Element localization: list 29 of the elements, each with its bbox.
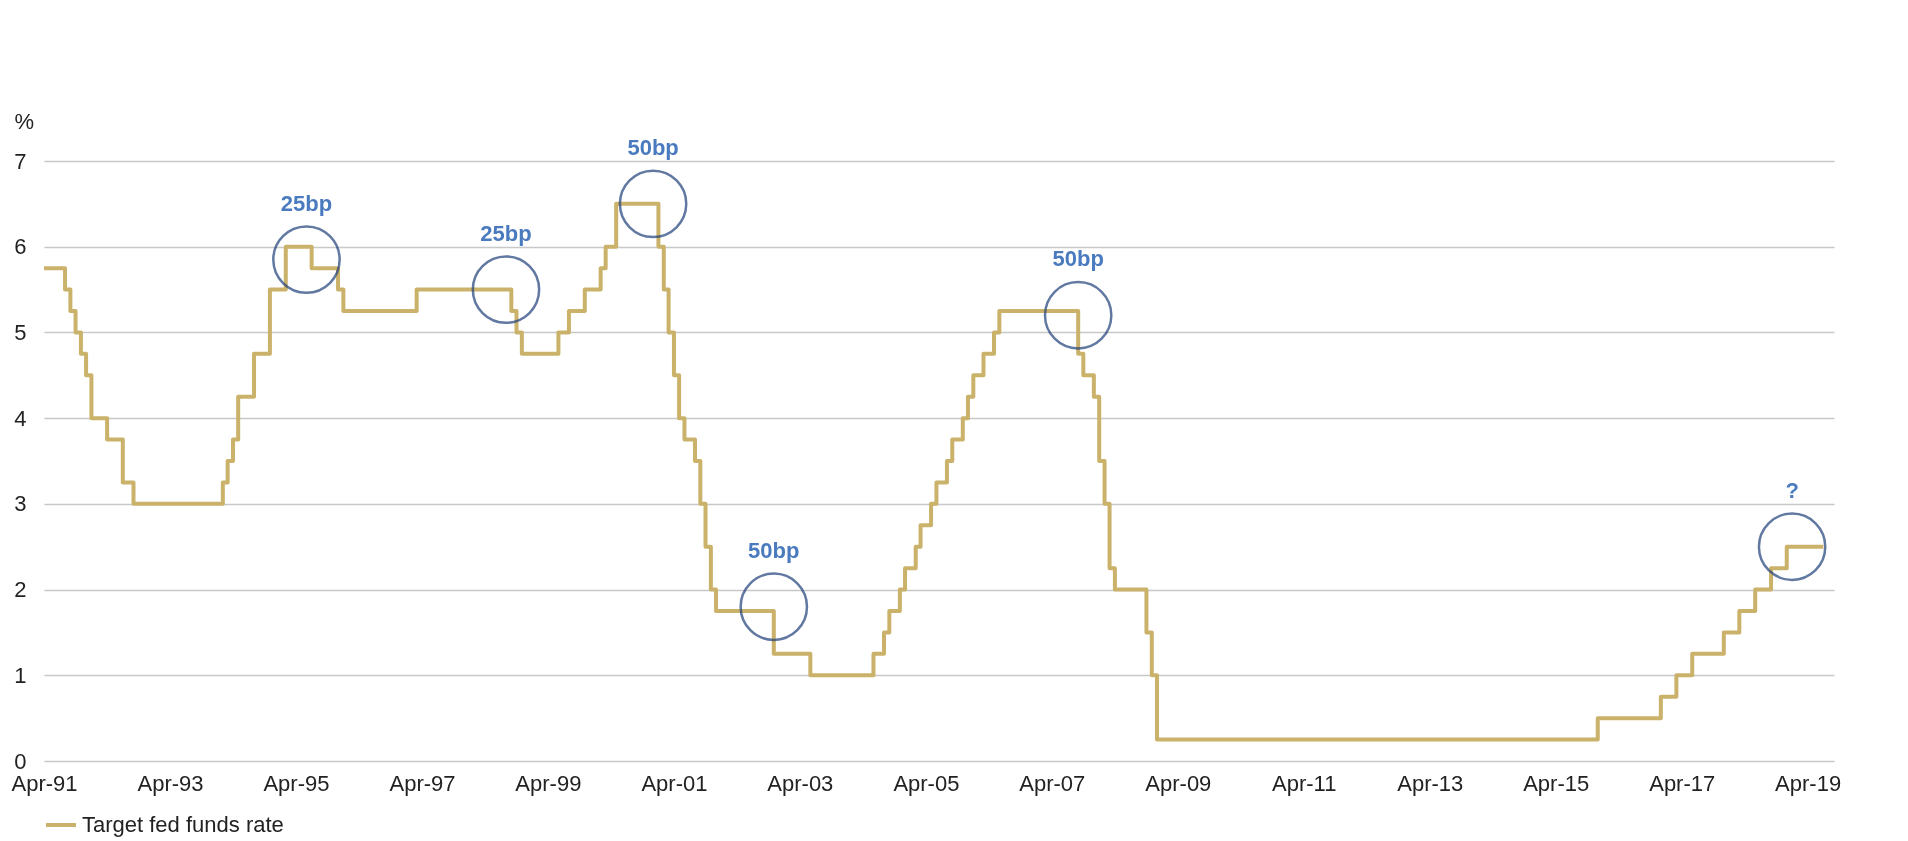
x-tick-label: Apr-93 (137, 770, 204, 796)
x-tick-label: Apr-09 (1145, 770, 1212, 796)
x-tick-label: Apr-07 (1019, 770, 1086, 796)
y-tick-label: 1 (14, 662, 27, 688)
x-tick-label: Apr-99 (515, 770, 582, 796)
x-tick-label: Apr-95 (263, 770, 330, 796)
x-tick-label: Apr-97 (389, 770, 456, 796)
x-tick-label: Apr-01 (641, 770, 708, 796)
legend-label: Target fed funds rate (82, 812, 284, 837)
x-tick-label: Apr-19 (1775, 770, 1842, 796)
annotation: 25bp (480, 220, 532, 246)
x-tick-label: Apr-13 (1397, 770, 1464, 796)
x-tick-label: Apr-17 (1649, 770, 1716, 796)
y-tick-label: 5 (14, 319, 27, 345)
y-tick-label: 7 (14, 148, 27, 174)
annotation: ? (1785, 477, 1799, 503)
y-tick-label: 6 (14, 234, 27, 260)
y-tick-label: 3 (14, 491, 27, 517)
annotation: 25bp (280, 190, 333, 216)
x-tick-label: Apr-03 (767, 770, 834, 796)
annotation: 50bp (1052, 246, 1104, 272)
annotation: 50bp (748, 537, 800, 563)
y-tick-label: 4 (14, 405, 27, 431)
x-tick-label: Apr-11 (1272, 770, 1337, 796)
y-axis-title: % (14, 108, 35, 134)
x-tick-label: Apr-15 (1523, 770, 1590, 796)
annotation: 50bp (627, 134, 679, 160)
x-tick-label: Apr-05 (893, 770, 960, 796)
y-tick-label: 2 (14, 577, 27, 603)
